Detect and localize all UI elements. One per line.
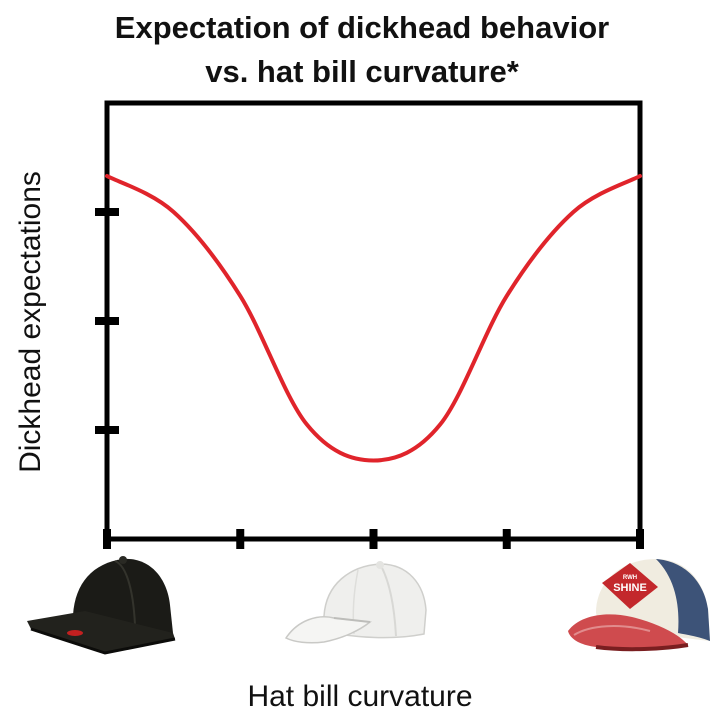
chart-title-line-2: vs. hat bill curvature* xyxy=(205,54,519,89)
y-tick-1 xyxy=(95,317,119,325)
cap-brand-text: SHINE xyxy=(613,582,647,594)
curved-bill-cap-icon xyxy=(284,561,427,644)
y-axis-label: Dickhead expectations xyxy=(14,171,47,473)
x-tick-4 xyxy=(636,529,644,549)
series-line xyxy=(105,174,642,463)
chart-title-line-1: Expectation of dickhead behavior xyxy=(115,10,609,45)
x-tick-3 xyxy=(502,529,511,549)
y-tick-0 xyxy=(95,426,119,434)
y-tick-2 xyxy=(95,208,119,216)
x-axis-label: Hat bill curvature xyxy=(247,680,472,713)
cap-brand-small-text: RWH xyxy=(623,575,637,581)
axis-ticks xyxy=(95,208,644,549)
worn-trucker-cap-icon: SHINE RWH xyxy=(568,559,710,652)
x-tick-2 xyxy=(369,529,378,549)
flat-bill-cap-icon xyxy=(27,556,176,655)
x-tick-0 xyxy=(103,529,111,549)
x-tick-1 xyxy=(236,529,245,549)
plot-frame xyxy=(104,100,643,542)
